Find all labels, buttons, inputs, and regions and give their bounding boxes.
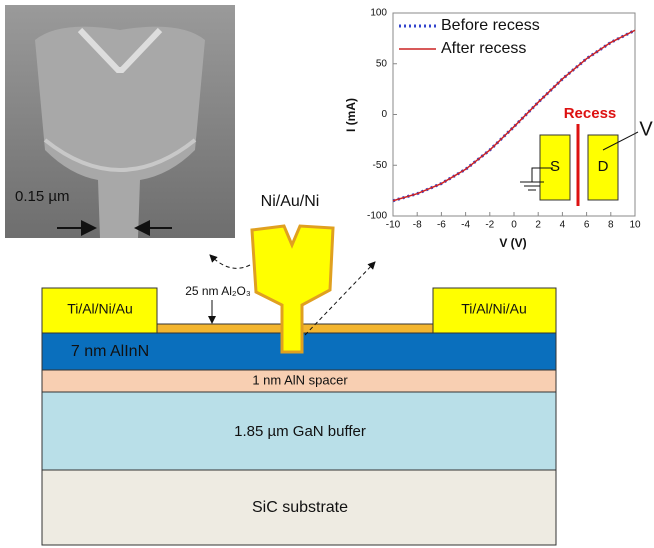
drain-label: D bbox=[598, 158, 609, 175]
x-tick-label: 10 bbox=[629, 220, 641, 231]
figure: 0.15 µm Ni/Au/Ni Ti/Al/Ni/Au Ti/Al/Ni/Au… bbox=[0, 0, 654, 548]
contact-label: Ti/Al/Ni/Au bbox=[461, 301, 527, 317]
legend-label: Before recess bbox=[441, 17, 540, 34]
y-tick-label: 0 bbox=[381, 109, 387, 120]
source-label: S bbox=[550, 158, 560, 175]
buffer-label: 1.85 µm GaN buffer bbox=[234, 423, 366, 440]
x-tick-label: 8 bbox=[608, 220, 614, 231]
iv-chart: V (V) I (mA) -100 -50 0 50 100 -10 -8 -6 -4 -2 0 2 4… bbox=[344, 8, 641, 251]
x-tick-label: 2 bbox=[535, 220, 541, 231]
oxide-label: 25 nm Al₂O₃ bbox=[185, 284, 251, 298]
x-tick-label: -8 bbox=[413, 220, 422, 231]
sem-image: 0.15 µm bbox=[5, 5, 235, 238]
gate-label: Ni/Au/Ni bbox=[261, 193, 320, 210]
x-tick-label: -2 bbox=[485, 220, 494, 231]
y-axis-title: I (mA) bbox=[344, 98, 358, 132]
x-tick-label: 6 bbox=[584, 220, 590, 231]
x-tick-label: -4 bbox=[461, 220, 470, 231]
substrate-label: SiC substrate bbox=[252, 499, 348, 516]
y-tick-label: 50 bbox=[376, 58, 388, 69]
contact-label: Ti/Al/Ni/Au bbox=[67, 301, 133, 317]
x-tick-label: 0 bbox=[511, 220, 517, 231]
y-tick-label: -100 bbox=[367, 211, 387, 222]
spacer-label: 1 nm AlN spacer bbox=[252, 372, 348, 387]
legend-label: After recess bbox=[441, 40, 526, 57]
x-tick-label: -10 bbox=[386, 220, 401, 231]
barrier-label: 7 nm AlInN bbox=[71, 343, 149, 360]
x-tick-label: -6 bbox=[437, 220, 446, 231]
voltage-label: V bbox=[639, 118, 653, 140]
device: Ni/Au/Ni Ti/Al/Ni/Au Ti/Al/Ni/Au 25 nm A… bbox=[42, 193, 556, 545]
y-tick-label: 100 bbox=[370, 8, 387, 19]
x-axis-title: V (V) bbox=[499, 236, 526, 250]
x-tick-label: 4 bbox=[560, 220, 566, 231]
recess-label: Recess bbox=[564, 105, 617, 122]
y-tick-label: -50 bbox=[373, 160, 388, 171]
sem-scale: 0.15 µm bbox=[15, 188, 70, 205]
